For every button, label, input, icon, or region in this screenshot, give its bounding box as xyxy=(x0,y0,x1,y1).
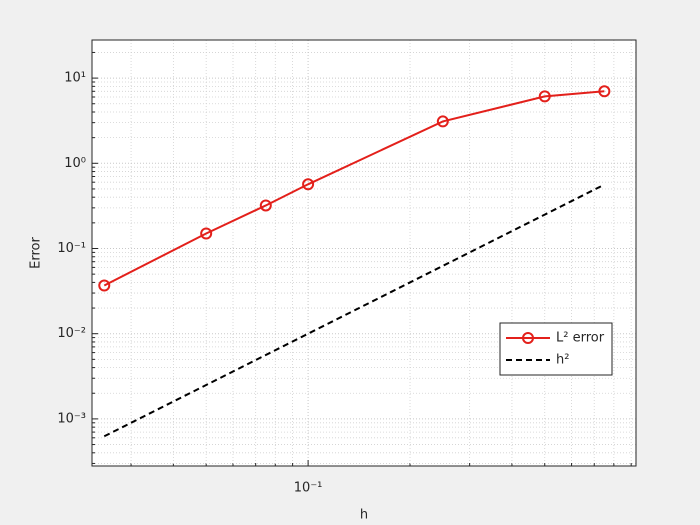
y-tick-label: 10⁻³ xyxy=(57,411,86,426)
series-line xyxy=(103,183,605,438)
y-tick-label: 10¹ xyxy=(64,71,86,86)
data-point xyxy=(259,199,272,212)
legend-label: L² error xyxy=(556,331,605,346)
legend-label: h² xyxy=(556,353,569,368)
y-tick-label: 10⁰ xyxy=(64,156,86,171)
y-tick-label: 10⁻¹ xyxy=(57,241,86,256)
grid: 10⁻³ 10⁻² 10⁻¹ 10⁰ 10¹ 10⁻¹ xyxy=(57,40,636,496)
data-point xyxy=(98,279,111,292)
plot-area xyxy=(92,40,636,466)
x-tick-label: 10⁻¹ xyxy=(294,481,323,496)
data-point xyxy=(200,227,213,240)
data-point xyxy=(436,115,449,128)
data-point xyxy=(598,85,611,98)
x-axis-label: h xyxy=(360,508,368,523)
data-point xyxy=(302,178,315,191)
y-axis-label: Error xyxy=(29,237,44,269)
legend-marker xyxy=(522,332,534,344)
axes-box xyxy=(91,39,637,467)
legend-box xyxy=(499,322,613,376)
marks xyxy=(98,85,611,438)
series-line xyxy=(103,90,605,287)
legend: L² error h² xyxy=(499,322,613,376)
data-point xyxy=(538,90,551,103)
y-tick-label: 10⁻² xyxy=(57,326,86,341)
